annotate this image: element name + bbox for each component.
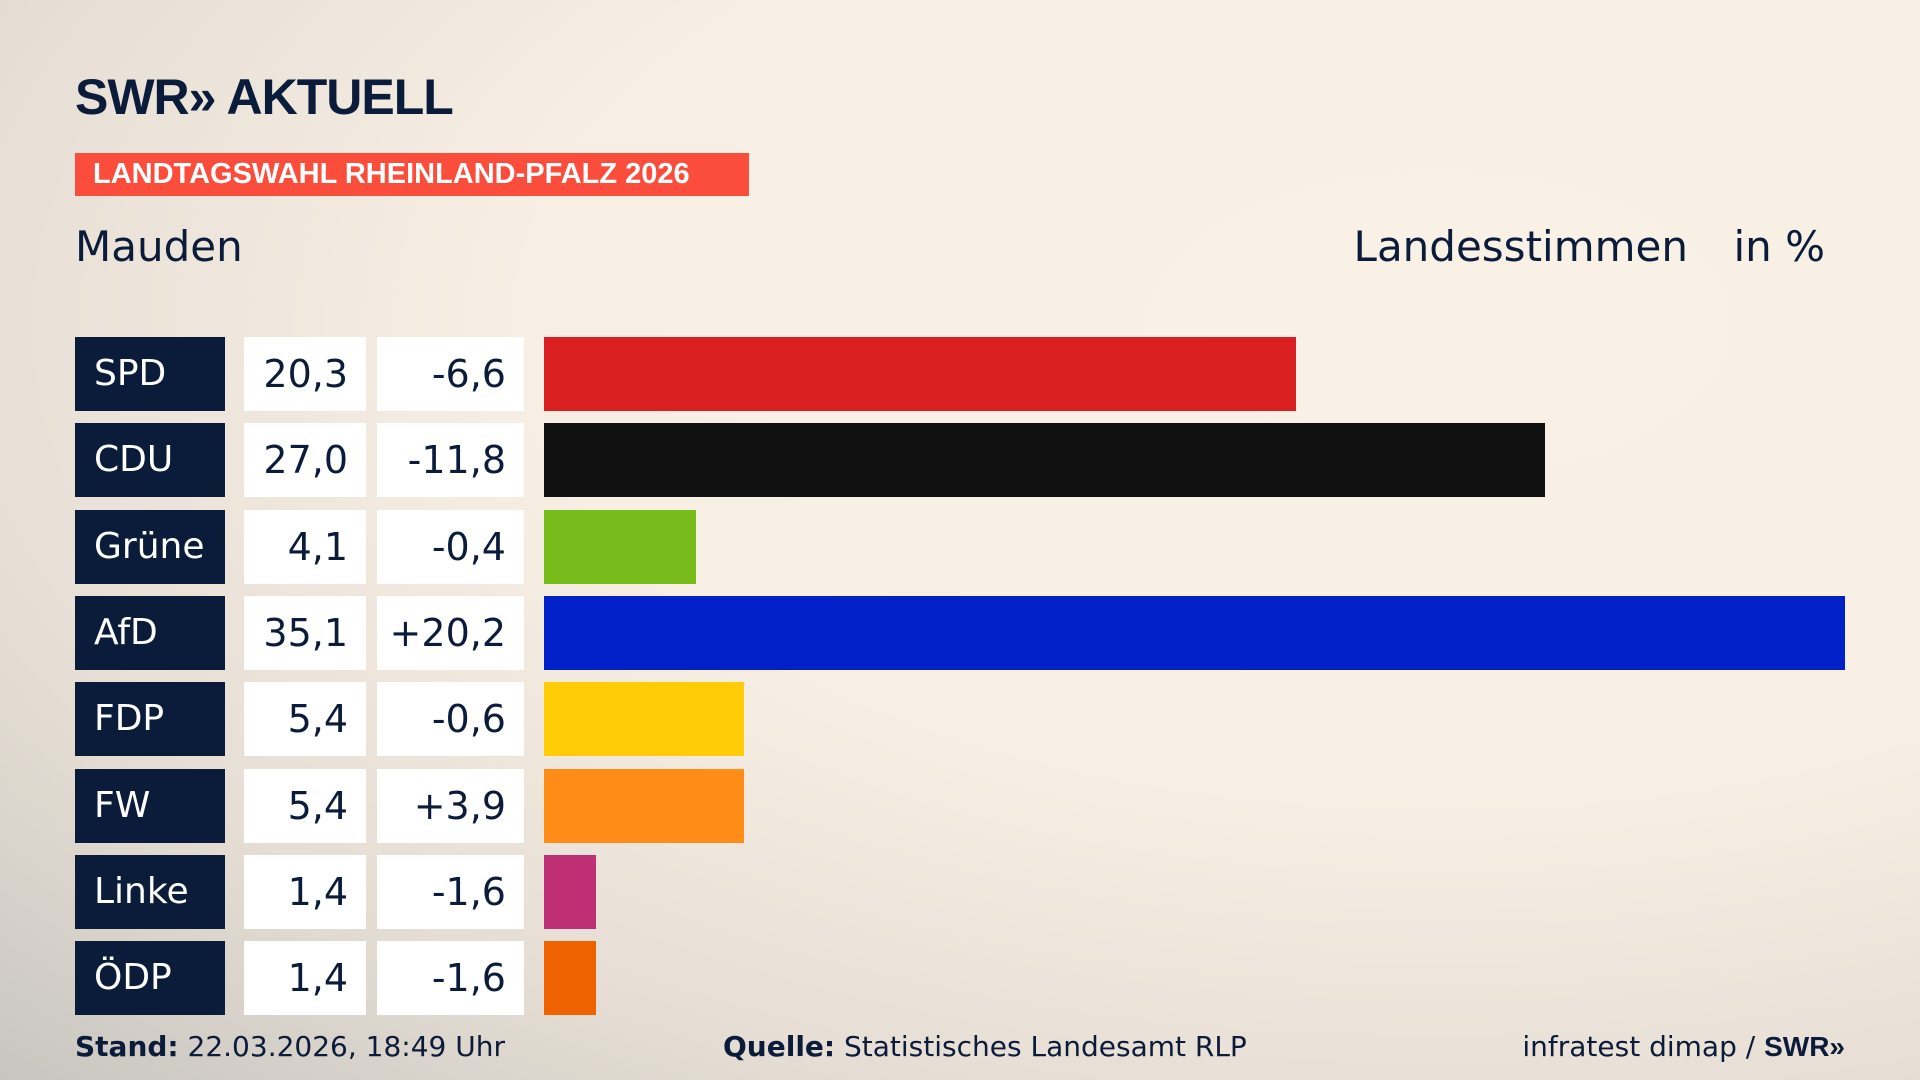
party-row: CDU 27,0 -11,8	[0, 423, 1920, 498]
vote-share: 1,4	[244, 941, 366, 1016]
bar-afd	[544, 595, 1845, 670]
party-row: FDP 5,4 -0,6	[0, 682, 1920, 757]
measure-label: Landesstimmen	[1353, 222, 1688, 271]
stand-value: 22.03.2026, 18:49 Uhr	[187, 1030, 505, 1063]
credit-text: infratest dimap /	[1522, 1030, 1765, 1063]
source-label: Quelle:	[723, 1030, 836, 1063]
bar-ödp	[544, 941, 596, 1016]
party-label: Linke	[75, 854, 225, 929]
timestamp: Stand: 22.03.2026, 18:49 Uhr	[75, 1030, 505, 1063]
credit: infratest dimap / SWR»	[1522, 1030, 1845, 1063]
vote-share: 27,0	[244, 423, 366, 498]
source-value: Statistisches Landesamt RLP	[844, 1030, 1247, 1063]
swr-aktuell-logo: SWR» AKTUELL	[75, 69, 454, 125]
vote-change: +3,9	[377, 768, 524, 843]
party-row: FW 5,4 +3,9	[0, 768, 1920, 843]
source: Quelle: Statistisches Landesamt RLP	[723, 1030, 1247, 1063]
bar-fdp	[544, 682, 745, 757]
vote-share: 4,1	[244, 509, 366, 584]
party-row: ÖDP 1,4 -1,6	[0, 941, 1920, 1016]
bar-fw	[544, 768, 745, 843]
vote-change: +20,2	[377, 595, 524, 670]
vote-change: -11,8	[377, 423, 524, 498]
vote-share: 5,4	[244, 768, 366, 843]
party-label: SPD	[75, 337, 225, 411]
party-label: ÖDP	[75, 941, 225, 1016]
party-label: Grüne	[75, 509, 225, 584]
stand-label: Stand:	[75, 1030, 179, 1063]
swr-logo: SWR»	[1764, 1031, 1845, 1062]
vote-share: 20,3	[244, 337, 366, 411]
region-title: Mauden	[75, 222, 243, 271]
party-label: AfD	[75, 595, 225, 670]
unit-label: in %	[1733, 222, 1825, 271]
vote-change: -6,6	[377, 337, 524, 411]
vote-share: 35,1	[244, 595, 366, 670]
bar-cdu	[544, 423, 1545, 498]
vote-change: -1,6	[377, 941, 524, 1016]
vote-share: 1,4	[244, 854, 366, 929]
election-banner: LANDTAGSWAHL RHEINLAND-PFALZ 2026	[75, 153, 749, 196]
vote-change: -0,4	[377, 509, 524, 584]
bar-grüne	[544, 509, 696, 584]
vote-change: -1,6	[377, 854, 524, 929]
vote-share: 5,4	[244, 682, 366, 757]
party-label: FDP	[75, 682, 225, 757]
party-row: Linke 1,4 -1,6	[0, 854, 1920, 929]
party-label: FW	[75, 768, 225, 843]
party-row: SPD 20,3 -6,6	[0, 337, 1920, 411]
bar-linke	[544, 854, 596, 929]
party-row: Grüne 4,1 -0,4	[0, 509, 1920, 584]
party-row: AfD 35,1 +20,2	[0, 595, 1920, 670]
bar-spd	[544, 337, 1297, 411]
vote-change: -0,6	[377, 682, 524, 757]
party-label: CDU	[75, 423, 225, 498]
